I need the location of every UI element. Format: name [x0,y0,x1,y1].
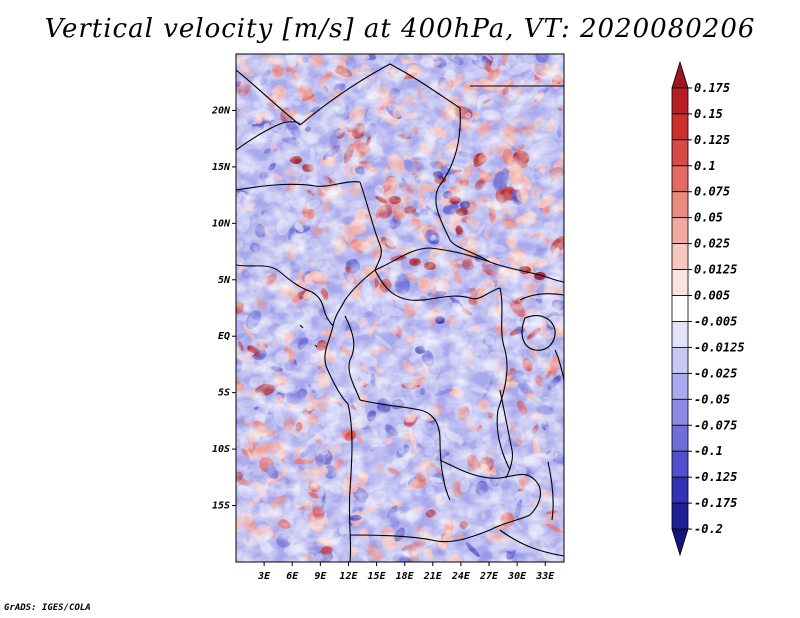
sudan-west-border [435,107,491,263]
colorbar-swatch [671,372,689,400]
lat-label: 15N [212,162,231,173]
colorbar-swatch [671,165,689,193]
colorbar-label: 0.1 [694,159,716,173]
chart-title: Vertical velocity [m/s] at 400hPa, VT: 2… [44,14,756,44]
lon-label: 33E [535,571,555,582]
lon-label: 30E [507,571,527,582]
lon-label: 3E [257,571,271,582]
lat-label: EQ [218,331,230,342]
colorbar-swatch [671,217,689,245]
colorbar-swatch [671,398,689,426]
west-africa-coast [236,264,334,327]
grads-credit: GrADS: IGES/COLA [4,603,91,613]
gabon-congo-coast [324,325,349,405]
colorbar-label: 0.125 [694,133,730,147]
colorbar-swatch [671,347,689,374]
lat-label: 10N [212,218,231,229]
chad-west-border [359,181,382,271]
colorbar-label: 0.005 [694,289,730,303]
map-frame [235,53,565,563]
colorbar-label: 0.05 [694,211,723,225]
colorbar-label: -0.0125 [694,340,745,354]
lat-axis: 20N 15N 10N 5N EQ 5S 10S 15S [211,105,236,512]
lon-label: 27E [479,571,499,582]
colorbar-swatch [671,191,689,219]
algeria-mali-border [236,69,301,126]
cameroon-border [332,269,376,327]
colorbar-label: -0.025 [694,366,737,380]
lon-label: 15E [368,571,387,582]
zambia-south-border [349,514,531,543]
colorbar-swatch [671,87,689,115]
lon-label: 21E [423,571,443,582]
zambia-border [439,459,541,516]
colorbar-swatch [671,295,689,322]
colorbar-label: 0.15 [694,107,723,121]
colorbar-swatch [671,139,689,167]
sudan-south-border [489,261,564,283]
libya-south-border [299,63,461,126]
lon-label: 6E [286,571,299,582]
lat-label: 10S [212,444,230,455]
colorbar-label: -0.125 [694,470,737,484]
colorbar-swatch [671,269,689,296]
colorbar-label: 0.075 [694,185,730,199]
colorbar-swatch [671,60,689,89]
lon-axis: 3E 6E 9E 12E 15E 18E 21E 24E 27E 30E 33E [257,562,555,582]
east-africa-border [519,293,564,301]
colorbar-swatch [671,502,689,530]
drc-angola-border [359,399,451,501]
lat-label: 5S [218,388,230,399]
colorbar-label: -0.05 [694,392,730,406]
lon-label: 12E [339,571,358,582]
nigeria-north-border [236,181,361,191]
colorbar-label: 0.175 [694,81,730,95]
lake-victoria [521,315,556,351]
colorbar-swatch [671,476,689,504]
colorbar-label: -0.2 [694,522,723,536]
drc-east-border [496,287,511,471]
colorbar-label: -0.075 [694,418,737,432]
colorbar-swatch [671,450,689,478]
gulf-guinea-islands [299,324,318,348]
lon-label: 18E [396,571,415,582]
drc-west-border [344,315,361,401]
colorbar-swatch [671,528,689,557]
colorbar-swatch [671,113,689,141]
tanzania-border [554,349,564,381]
colorbar-label: 0.025 [694,237,730,251]
colorbar-swatch [671,321,689,348]
south-border [499,529,564,557]
colorbar-label: -0.175 [694,496,737,510]
angola-coast [347,403,353,562]
lat-label: 20N [211,105,231,116]
lat-label: 5N [218,275,231,286]
colorbar-label: 0.0125 [694,263,737,277]
lon-label: 24E [451,571,471,582]
lon-label: 9E [314,571,327,582]
lake-malawi [547,461,554,521]
map-area [236,54,564,562]
colorbar-swatch [671,243,689,270]
colorbar-label: -0.1 [694,444,723,458]
colorbar: 0.175 0.15 0.125 0.1 0.075 0.05 0.025 0.0125 0.0… [671,60,745,557]
colorbar-swatch [671,424,689,452]
car-border [374,247,491,271]
colorbar-label: -0.005 [694,314,737,328]
car-south-border [374,269,501,301]
lat-label: 15S [212,501,230,512]
lake-tanganyika [499,389,514,479]
country-borders [236,63,564,562]
